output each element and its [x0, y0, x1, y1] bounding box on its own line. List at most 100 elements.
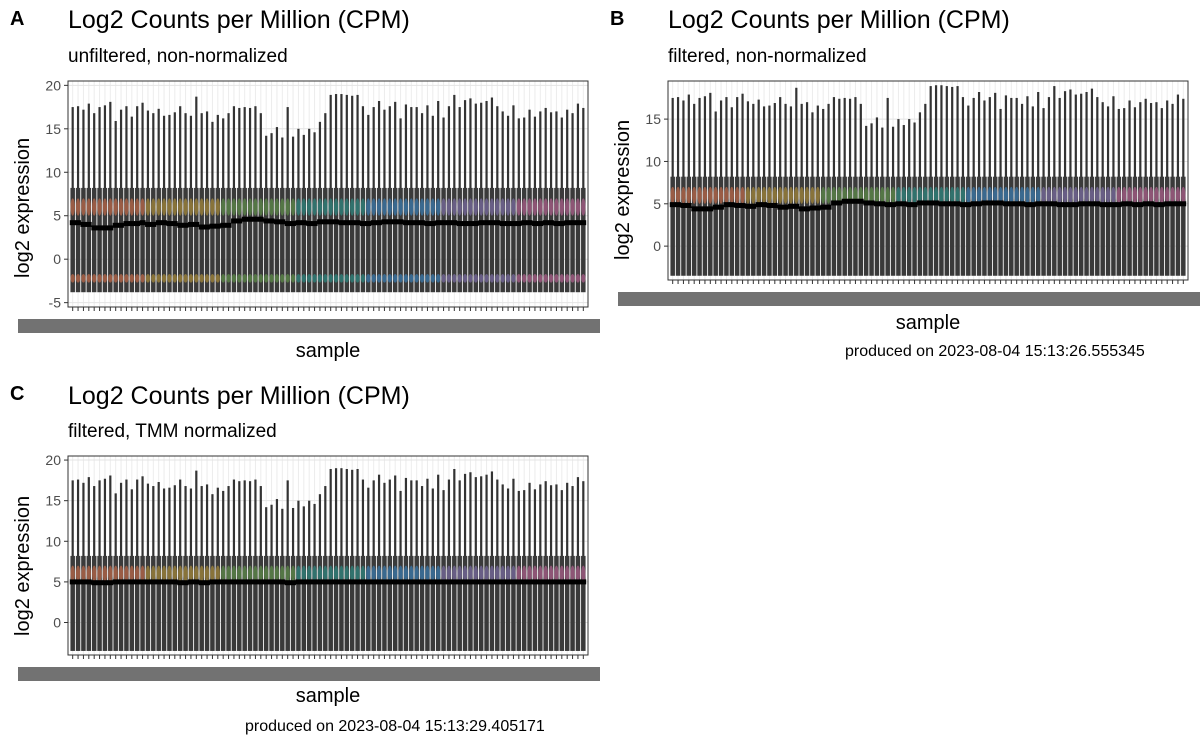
violin-body — [430, 555, 436, 651]
median-marker — [327, 579, 334, 585]
violin-body — [419, 187, 425, 293]
median-marker — [761, 202, 767, 208]
median-marker — [274, 219, 280, 225]
violin-tail — [539, 484, 542, 558]
violin-body — [1052, 176, 1057, 276]
violin-body — [161, 187, 167, 293]
violin-density — [183, 565, 188, 582]
violin-body — [923, 176, 928, 276]
violin-body — [1105, 176, 1111, 276]
violin-density — [118, 565, 124, 582]
violin-body — [505, 187, 511, 293]
median-marker — [123, 579, 130, 585]
violin-tail — [687, 94, 690, 179]
violin-body — [97, 555, 102, 651]
median-marker — [171, 221, 178, 227]
violin-body — [869, 176, 874, 276]
violin-tail — [1037, 92, 1040, 179]
violin-tail — [394, 101, 397, 190]
violin-tail — [1090, 88, 1094, 179]
panel-tag: C — [10, 383, 25, 405]
violin-density — [538, 565, 543, 582]
violin-tail — [377, 100, 381, 190]
violin-body — [134, 555, 140, 651]
violin-tail — [437, 474, 440, 558]
median-marker — [852, 198, 859, 204]
violin-density — [199, 198, 204, 216]
median-marker — [879, 201, 886, 207]
median-marker — [193, 579, 200, 585]
violin-tail — [703, 96, 707, 179]
median-marker — [204, 580, 210, 586]
median-marker — [739, 202, 746, 208]
violin-tail — [98, 107, 101, 190]
violin-density — [756, 186, 761, 204]
median-marker — [145, 221, 151, 227]
median-marker — [771, 202, 778, 208]
violin-density — [436, 565, 441, 582]
violin-tail — [789, 106, 793, 179]
violin-density-lower — [269, 273, 274, 283]
median-marker — [107, 580, 114, 586]
violin-density — [425, 198, 430, 216]
violin-density — [869, 186, 874, 204]
violin-tail — [1058, 97, 1061, 179]
panel-subtitle: filtered, TMM normalized — [68, 421, 277, 442]
violin-density — [258, 565, 263, 582]
median-marker — [712, 204, 719, 210]
median-marker — [917, 200, 923, 206]
median-marker — [981, 200, 988, 206]
violin-body — [559, 555, 565, 651]
violin-density — [1159, 186, 1164, 204]
violin-tail — [1004, 95, 1008, 179]
median-marker — [494, 579, 501, 585]
violin-density-lower — [538, 273, 543, 283]
x-axis-label: sample — [895, 312, 961, 334]
violin-body — [108, 555, 113, 651]
violin-body — [188, 187, 194, 293]
median-marker — [241, 216, 248, 222]
violin-density — [1143, 186, 1148, 204]
median-marker — [349, 220, 356, 226]
median-marker — [75, 579, 81, 585]
violin-density — [575, 565, 581, 582]
violin-density-lower — [296, 273, 301, 283]
violin-density — [1165, 186, 1170, 204]
violin-density-lower — [151, 273, 156, 283]
violin-density — [548, 565, 554, 582]
violin-body — [371, 187, 376, 293]
violin-density-lower — [247, 273, 253, 283]
violin-body — [140, 555, 145, 651]
y-tick-label: 0 — [653, 238, 661, 254]
violin-tail — [334, 468, 338, 558]
median-marker — [188, 579, 194, 585]
violin-body — [280, 555, 285, 651]
violin-tail — [560, 490, 563, 558]
violin-density — [1095, 186, 1100, 204]
violin-body — [317, 555, 323, 651]
violin-tail — [308, 500, 311, 558]
median-marker — [863, 200, 870, 206]
violin-body — [880, 176, 885, 276]
violin-density — [452, 198, 457, 216]
median-marker — [1008, 201, 1015, 207]
violin-tail — [200, 486, 203, 558]
violin-tail — [929, 86, 932, 179]
violin-density-lower — [403, 273, 409, 283]
plot-border — [67, 80, 589, 308]
violin-density — [1003, 186, 1009, 204]
median-marker — [510, 221, 517, 227]
violin-body — [156, 187, 161, 293]
median-marker — [906, 202, 913, 208]
violin-density — [554, 565, 559, 582]
violin-tail — [1112, 96, 1115, 179]
violin-tail — [576, 103, 580, 190]
median-marker — [986, 200, 993, 206]
violin-tail — [184, 486, 187, 558]
violin-density — [350, 198, 355, 216]
violin-tail — [1047, 97, 1051, 179]
violin-body — [355, 187, 360, 293]
violin-density — [1073, 186, 1078, 204]
violin-body — [263, 555, 269, 651]
violin-body — [425, 187, 430, 293]
